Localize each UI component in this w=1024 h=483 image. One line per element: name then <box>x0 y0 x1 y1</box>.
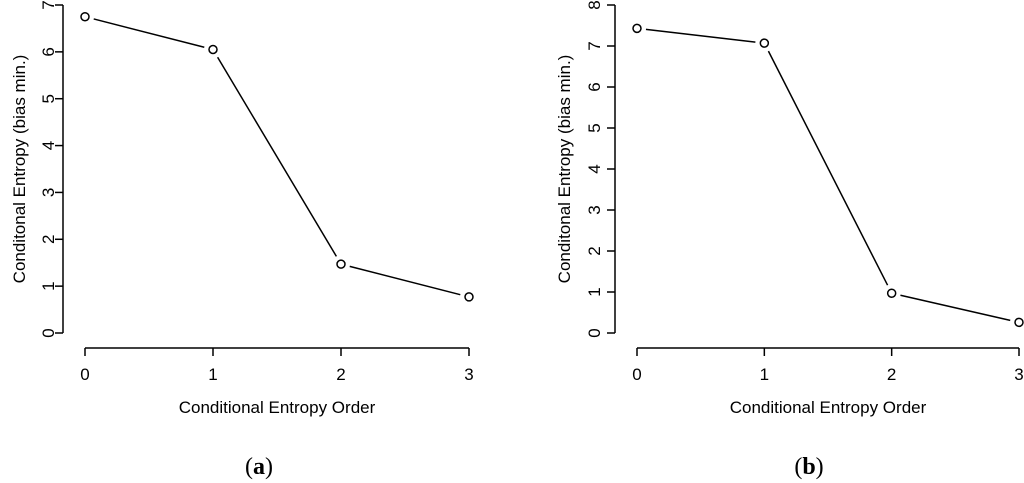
y-axis-tick-label: 2 <box>585 246 604 255</box>
chart-b: 0 1 2 3 4 5 6 7 8 0 1 2 3 Conditonal Entropy (bias mi… <box>555 0 1024 417</box>
series-segment <box>645 28 756 43</box>
data-point-marker <box>208 44 218 55</box>
y-axis-tick-label: 7 <box>585 41 604 50</box>
x-axis-title: Conditional Entropy Order <box>179 398 376 417</box>
data-point-marker <box>1014 317 1024 328</box>
x-axis-tick-label: 3 <box>1014 365 1023 384</box>
x-axis-tick-label: 0 <box>80 365 89 384</box>
data-point-marker <box>759 38 770 48</box>
caption-letter: b <box>802 454 816 480</box>
caption-a: (a) <box>245 454 273 480</box>
y-axis-tick-label: 3 <box>39 188 58 197</box>
y-axis-tick-label: 5 <box>39 94 58 103</box>
y-axis-tick-label: 0 <box>39 328 58 337</box>
data-point-marker <box>464 292 474 302</box>
y-axis-tick-label: 3 <box>585 205 604 214</box>
y-axis-title: Conditonal Entropy (bias min.) <box>10 55 29 284</box>
x-axis-tick-label: 1 <box>208 365 217 384</box>
y-axis-tick-label: 0 <box>585 328 604 337</box>
x-axis-tick-label: 3 <box>464 365 473 384</box>
caption-paren-close: ) <box>815 454 824 480</box>
x-axis-tick-label: 2 <box>336 365 345 384</box>
series-segment <box>93 18 205 49</box>
y-axis-tick-label: 1 <box>39 281 58 290</box>
series-segment <box>349 265 461 296</box>
x-axis-tick-label: 2 <box>887 365 896 384</box>
data-point-marker <box>886 288 897 298</box>
y-axis-tick-label: 5 <box>585 123 604 132</box>
y-axis-tick-label: 1 <box>585 287 604 296</box>
x-axis-title: Conditional Entropy Order <box>730 398 927 417</box>
y-axis-tick-label: 6 <box>585 82 604 91</box>
series-segment <box>767 50 889 286</box>
data-point-marker <box>632 23 642 34</box>
data-point-marker <box>336 259 346 269</box>
series-segment <box>900 294 1011 322</box>
caption-paren-close: ) <box>265 454 273 480</box>
y-axis-tick-label: 4 <box>585 164 604 173</box>
x-axis-tick-label: 0 <box>632 365 641 384</box>
y-axis-tick-label: 4 <box>39 141 58 150</box>
data-point-marker <box>80 11 90 22</box>
series-segment <box>216 56 338 257</box>
caption-paren-open: ( <box>794 454 803 480</box>
y-axis-title: Conditonal Entropy (bias min.) <box>555 55 574 284</box>
panel-a: 0 1 2 3 4 5 6 7 0 1 2 3 Conditonal Entropy (bias min… <box>10 0 474 480</box>
caption-letter: a <box>253 454 265 480</box>
y-axis-tick-label: 8 <box>585 0 604 9</box>
y-axis-tick-label: 7 <box>39 0 58 9</box>
x-axis-tick-label: 1 <box>760 365 769 384</box>
caption-b: (b) <box>794 454 823 480</box>
chart-a: 0 1 2 3 4 5 6 7 0 1 2 3 Conditonal Entropy (bias min… <box>10 0 474 417</box>
y-axis-tick-label: 2 <box>39 235 58 244</box>
caption-paren-open: ( <box>245 454 253 480</box>
y-axis-tick-label: 6 <box>39 47 58 56</box>
panel-b: 0 1 2 3 4 5 6 7 8 0 1 2 3 Conditonal Entropy (bias mi… <box>512 0 1024 483</box>
